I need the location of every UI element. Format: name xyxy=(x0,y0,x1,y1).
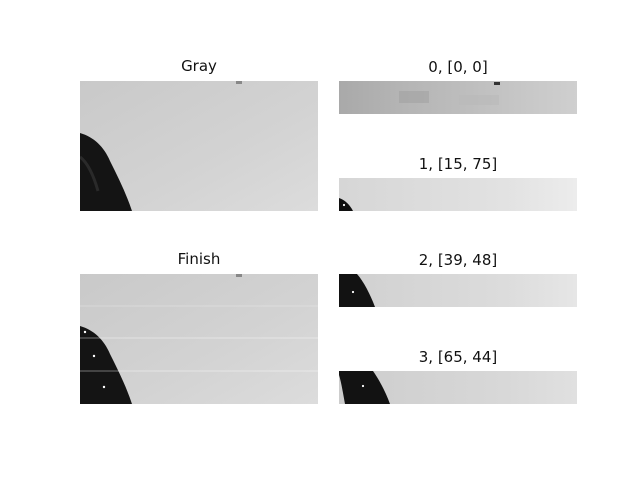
strip-0-title: 0, [0, 0] xyxy=(428,58,488,76)
gray-panel-title: Gray xyxy=(181,57,217,75)
strip-2-image xyxy=(339,274,577,307)
gray-image xyxy=(80,81,318,211)
strip-0-image xyxy=(339,81,577,114)
strip-3-image xyxy=(339,371,577,404)
strip-1-title: 1, [15, 75] xyxy=(418,155,498,173)
strip-2-title: 2, [39, 48] xyxy=(418,251,498,269)
strip-1-image xyxy=(339,178,577,211)
finish-panel-title: Finish xyxy=(177,250,221,268)
finish-image xyxy=(80,274,318,404)
strip-3-title: 3, [65, 44] xyxy=(418,348,498,366)
